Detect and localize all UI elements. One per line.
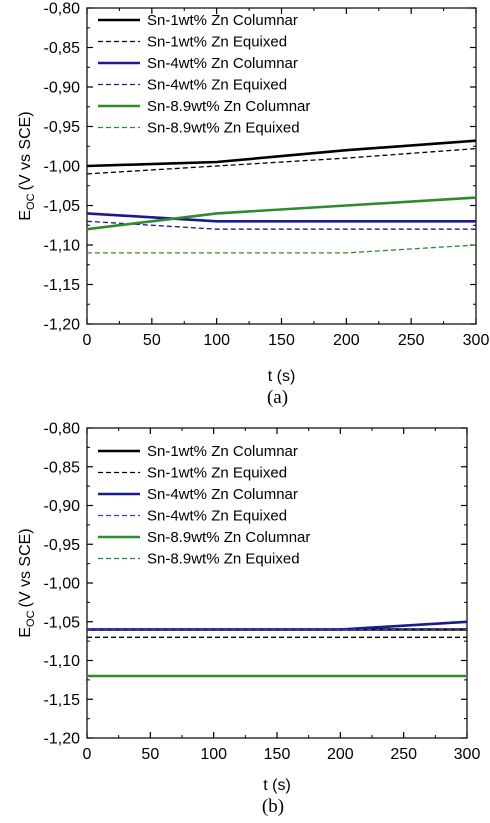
- y-tick-label: -0,85: [44, 40, 81, 57]
- series-line-3: [86, 212, 476, 223]
- y-tick-label: -1,05: [44, 198, 81, 215]
- y-tick-label: -1,10: [44, 653, 81, 670]
- legend-label: Sn-8.9wt% Zn Columnar: [147, 98, 310, 115]
- x-tick-label: 300: [463, 332, 490, 349]
- panel-caption: (a): [267, 387, 288, 408]
- legend-label: Sn-1wt% Zn Equixed: [147, 465, 287, 482]
- legend-label: Sn-8.9wt% Zn Columnar: [147, 529, 310, 546]
- series-line-5: [86, 196, 477, 231]
- y-axis-label: EOC(V vs SCE): [17, 111, 37, 220]
- y-tick-label: -1,05: [44, 614, 81, 631]
- legend-label: Sn-4wt% Zn Equixed: [147, 508, 287, 525]
- panel-caption: (b): [262, 796, 284, 817]
- y-tick-label: -0,95: [44, 119, 81, 136]
- chart-panel-b: -0,80 -0,85 -0,90 -0,95 -1,00 -1,05 -1,10 -1,15…: [17, 421, 480, 818]
- x-tick-label: 50: [141, 746, 159, 763]
- x-tick-label: 300: [454, 746, 481, 763]
- legend-label: Sn-4wt% Zn Columnar: [147, 55, 298, 72]
- x-tick-label: 50: [143, 332, 161, 349]
- series-line-2: [86, 147, 477, 175]
- x-tick-label: 100: [203, 332, 230, 349]
- y-tick-label: -1,15: [44, 692, 81, 709]
- x-tick-label: 150: [268, 332, 295, 349]
- legend-label: Sn-1wt% Zn Equixed: [147, 34, 287, 51]
- y-tick-label: -0,85: [44, 459, 81, 476]
- series-line-1: [86, 139, 477, 168]
- y-tick-label: -0,80: [44, 1, 81, 18]
- y-tick-label: -1,15: [44, 277, 81, 294]
- chart-panel-a: -0,80 -0,85 -0,90 -0,95 -1,00 -1,05 -1,10 -1,15…: [17, 1, 489, 409]
- y-tick-label: -1,20: [44, 731, 81, 748]
- legend-label: Sn-4wt% Zn Equixed: [147, 77, 287, 94]
- y-tick-label: -1,00: [44, 576, 81, 593]
- legend-label: Sn-4wt% Zn Columnar: [147, 486, 298, 503]
- y-tick-label: -1,00: [44, 159, 81, 176]
- x-axis-label: t (s): [263, 777, 291, 794]
- legend-label: Sn-8.9wt% Zn Equixed: [147, 551, 300, 568]
- legend-label: Sn-8.9wt% Zn Equixed: [147, 120, 300, 137]
- x-tick-label: 250: [398, 332, 425, 349]
- x-tick-label: 250: [390, 746, 417, 763]
- x-tick-label: 100: [200, 746, 227, 763]
- series-line-4: [86, 220, 476, 230]
- series-line-6: [87, 244, 477, 254]
- x-tick-label: 0: [83, 746, 92, 763]
- y-tick-label: -0,90: [44, 80, 81, 97]
- x-tick-label: 200: [327, 746, 354, 763]
- legend-label: Sn-1wt% Zn Columnar: [147, 443, 298, 460]
- y-tick-label: -0,80: [44, 421, 81, 438]
- y-tick-label: -1,20: [44, 317, 81, 334]
- x-axis-label: t (s): [268, 368, 296, 385]
- y-tick-label: -1,10: [44, 238, 81, 255]
- x-tick-label: 200: [333, 332, 360, 349]
- legend-label: Sn-1wt% Zn Columnar: [147, 12, 298, 29]
- y-tick-label: -0,90: [44, 498, 81, 515]
- y-tick-label: -0,95: [44, 537, 81, 554]
- x-tick-label: 0: [83, 332, 92, 349]
- y-axis-label: EOC(V vs SCE): [17, 528, 37, 637]
- x-tick-label: 150: [264, 746, 291, 763]
